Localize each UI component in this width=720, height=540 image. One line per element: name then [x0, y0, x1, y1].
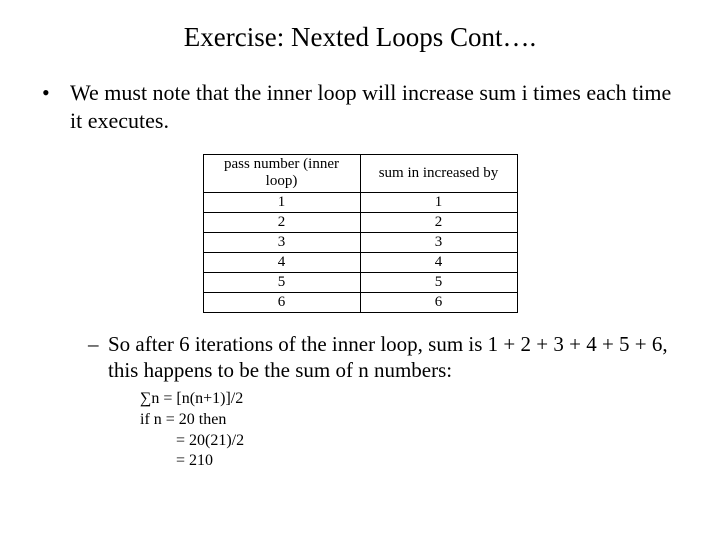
- slide-title: Exercise: Nexted Loops Cont….: [40, 22, 680, 53]
- table-row: 4 4: [203, 252, 517, 272]
- table-row: 2 2: [203, 212, 517, 232]
- bullet-level-2: So after 6 iterations of the inner loop,…: [40, 331, 680, 384]
- slide-container: Exercise: Nexted Loops Cont…. We must no…: [0, 0, 720, 492]
- cell-pass: 6: [203, 292, 360, 312]
- cell-pass: 5: [203, 272, 360, 292]
- cell-pass: 4: [203, 252, 360, 272]
- table-row: 5 5: [203, 272, 517, 292]
- bullet2-text: So after 6 iterations of the inner loop,…: [108, 332, 668, 382]
- table-row: 1 1: [203, 192, 517, 212]
- cell-sum: 6: [360, 292, 517, 312]
- cell-sum: 4: [360, 252, 517, 272]
- bullet1-text: We must note that the inner loop will in…: [64, 79, 680, 134]
- cell-pass: 1: [203, 192, 360, 212]
- cell-pass: 3: [203, 232, 360, 252]
- col-header-sum: sum in increased by: [360, 155, 517, 193]
- bullet-level-1: We must note that the inner loop will in…: [40, 79, 680, 134]
- formula-line-4: = 210: [140, 451, 680, 472]
- col-header-pass: pass number (inner loop): [203, 155, 360, 193]
- formula-line-1: ∑n = [n(n+1)]/2: [140, 389, 680, 410]
- cell-sum: 3: [360, 232, 517, 252]
- cell-sum: 2: [360, 212, 517, 232]
- cell-sum: 5: [360, 272, 517, 292]
- table-row: 6 6: [203, 292, 517, 312]
- table-row: 3 3: [203, 232, 517, 252]
- cell-pass: 2: [203, 212, 360, 232]
- cell-sum: 1: [360, 192, 517, 212]
- formula-line-3: = 20(21)/2: [140, 431, 680, 452]
- loop-table: pass number (inner loop) sum in increase…: [203, 154, 518, 313]
- formula-block: ∑n = [n(n+1)]/2 if n = 20 then = 20(21)/…: [40, 389, 680, 472]
- formula-line-2: if n = 20 then: [140, 410, 680, 431]
- table-container: pass number (inner loop) sum in increase…: [40, 154, 680, 313]
- table-header-row: pass number (inner loop) sum in increase…: [203, 155, 517, 193]
